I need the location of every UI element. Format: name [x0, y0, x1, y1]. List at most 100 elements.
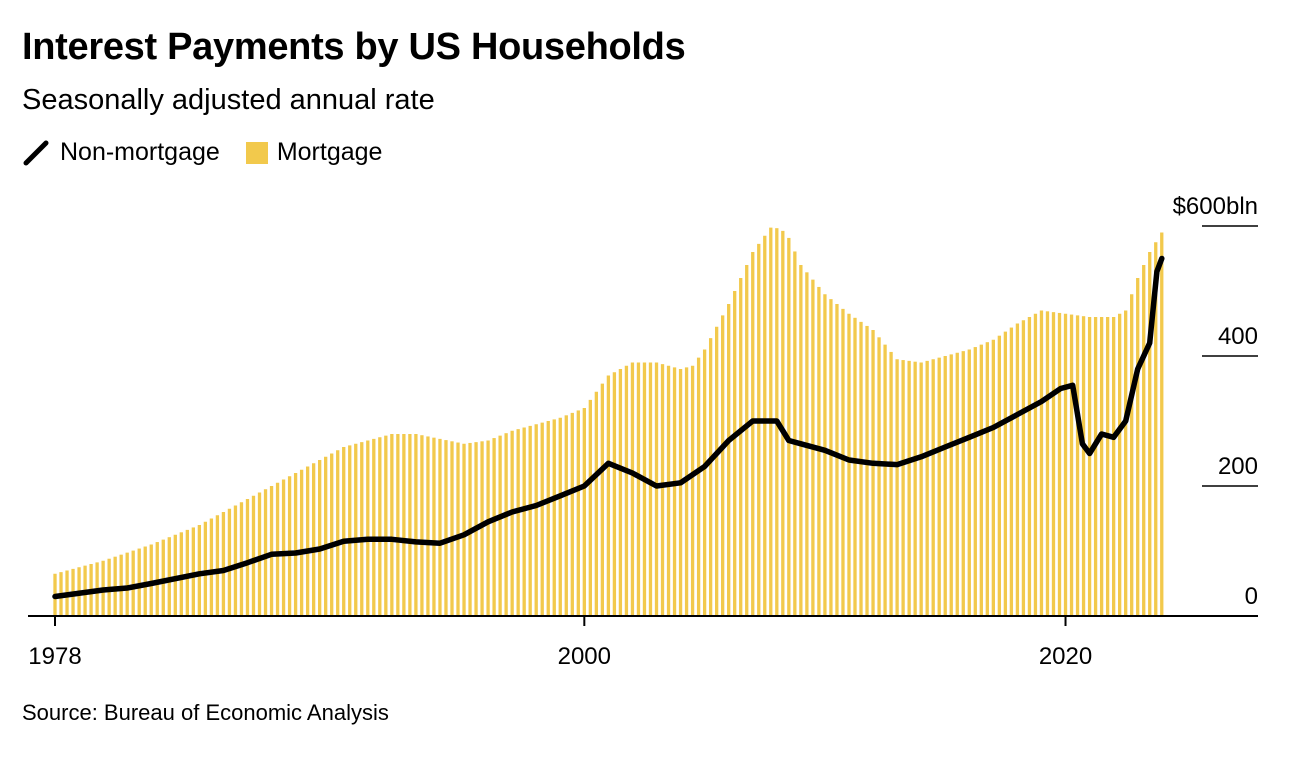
mortgage-bar [648, 362, 653, 616]
chart-title: Interest Payments by US Households [22, 26, 686, 68]
mortgage-bar [408, 434, 412, 616]
mortgage-bar [546, 421, 550, 616]
mortgage-bar [528, 425, 532, 617]
mortgage-bar [257, 492, 262, 616]
mortgage-bar [149, 544, 153, 616]
mortgage-bar [865, 325, 869, 616]
mortgage-bar [161, 539, 165, 617]
source-note: Source: Bureau of Economic Analysis [22, 700, 389, 725]
mortgage-bar [847, 313, 851, 616]
mortgage-bar [702, 349, 707, 616]
mortgage-bar [889, 351, 893, 616]
mortgage-bar [1099, 317, 1104, 616]
mortgage-bar [853, 317, 857, 616]
mortgage-bar [1009, 327, 1014, 616]
mortgage-bar [931, 359, 935, 616]
mortgage-bar [293, 473, 298, 616]
mortgage-bar [883, 344, 887, 617]
mortgage-bar [330, 453, 334, 616]
mortgage-bar [420, 435, 424, 616]
line-swatch-icon [23, 140, 49, 165]
mortgage-bar [251, 495, 256, 616]
mortgage-bar [600, 383, 605, 617]
mortgage-bar [612, 372, 617, 616]
mortgage-bar [877, 337, 881, 616]
mortgage-bar [221, 512, 226, 616]
mortgage-bar [516, 429, 520, 617]
mortgage-bar [919, 362, 923, 616]
mortgage-bar [143, 546, 147, 616]
mortgage-bar [949, 354, 953, 617]
mortgage-bar [305, 466, 310, 616]
mortgage-bar [660, 364, 665, 617]
mortgage-bar [594, 391, 599, 616]
y-tick-label: $600bln [1173, 193, 1258, 220]
non-mortgage-line [52, 255, 1165, 600]
mortgage-bar [793, 251, 797, 616]
mortgage-bar [576, 410, 580, 616]
mortgage-bar [275, 482, 280, 616]
mortgage-bar [384, 435, 388, 617]
mortgage-bar [486, 440, 490, 616]
mortgage-bar [666, 365, 671, 616]
mortgage-bar [684, 367, 689, 617]
mortgage-bar [1142, 265, 1146, 616]
mortgage-bar [1160, 232, 1164, 616]
mortgage-bar [137, 548, 141, 616]
mortgage-bar [624, 365, 629, 616]
mortgage-bar [558, 417, 562, 616]
mortgage-bar [125, 552, 129, 617]
mortgage-bar [131, 550, 135, 616]
y-tick-label: 0 [1245, 583, 1258, 610]
legend-item-mortgage: Mortgage [245, 138, 383, 167]
mortgage-bar [522, 427, 526, 616]
mortgage-bar [678, 369, 683, 616]
mortgage-bar [287, 476, 292, 616]
mortgage-bar [1105, 317, 1110, 616]
mortgage-bar [1069, 314, 1074, 616]
x-axis-ticks: 1978 2000 2020 [28, 616, 1092, 670]
mortgage-bar [745, 265, 749, 616]
mortgage-bars [53, 227, 1164, 617]
mortgage-bar [564, 415, 568, 616]
mortgage-bar [841, 308, 845, 617]
mortgage-bar [1136, 278, 1140, 616]
mortgage-bar [534, 424, 538, 616]
mortgage-bar [636, 362, 641, 616]
legend-label-non-mortgage: Non-mortgage [60, 138, 220, 166]
mortgage-bar [606, 375, 611, 616]
mortgage-bar [967, 349, 971, 616]
mortgage-bar [1130, 294, 1134, 616]
mortgage-bar [937, 357, 941, 617]
mortgage-bar [456, 442, 460, 616]
mortgage-bar [173, 534, 177, 616]
mortgage-bar [823, 294, 827, 616]
mortgage-bar [690, 365, 695, 616]
mortgage-bar [203, 521, 208, 616]
mortgage-bar [396, 434, 400, 616]
x-tick-label: 1978 [28, 643, 81, 670]
mortgage-bar [642, 362, 647, 616]
mortgage-bar [299, 469, 304, 616]
mortgage-bar [907, 360, 911, 617]
mortgage-bar [342, 447, 346, 616]
chart-subtitle: Seasonally adjusted annual rate [22, 84, 435, 116]
mortgage-bar [787, 237, 791, 617]
mortgage-bar [504, 433, 508, 616]
x-tick-label: 2000 [558, 643, 611, 670]
mortgage-bar [191, 527, 195, 616]
mortgage-bar [997, 335, 1002, 616]
mortgage-bar [763, 235, 767, 616]
mortgage-bar [871, 330, 875, 616]
mortgage-bar [1148, 252, 1152, 616]
mortgage-bar [1111, 317, 1116, 616]
mortgage-bar [318, 460, 322, 616]
y-gridlines [1202, 225, 1258, 487]
mortgage-bar [197, 525, 202, 616]
mortgage-bar [943, 356, 947, 616]
mortgage-bar [119, 554, 123, 616]
mortgage-bar [1021, 320, 1026, 616]
legend-label-mortgage: Mortgage [276, 138, 383, 166]
mortgage-bar [348, 445, 352, 617]
